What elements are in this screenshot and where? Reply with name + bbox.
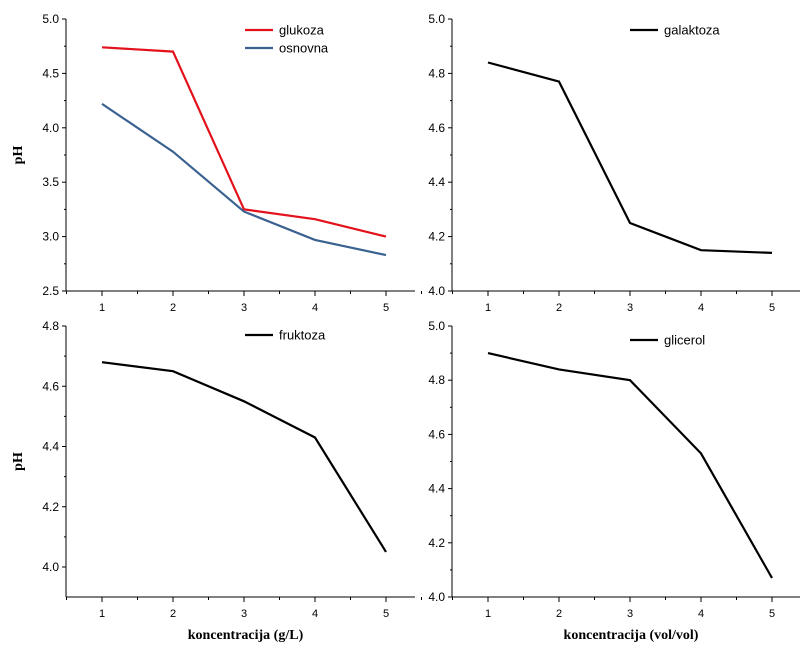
x-tick-label: 5 xyxy=(769,302,775,314)
x-tick-label: 1 xyxy=(485,608,491,620)
series-line-fruktoza xyxy=(101,361,387,553)
y-tick-label: 4.4 xyxy=(428,482,445,496)
x-tick-label: 4 xyxy=(312,302,318,314)
x-tick-label: 4 xyxy=(698,608,704,620)
y-tick-label: 4.8 xyxy=(428,66,445,80)
y-tick-label: 4.5 xyxy=(42,66,59,80)
y-tick-label: 3.0 xyxy=(42,230,59,244)
y-tick-label: 4.0 xyxy=(42,121,59,135)
x-tick-label: 1 xyxy=(99,608,105,620)
y-tick-label: 5.0 xyxy=(42,12,59,26)
chart-panel-1: 2.5 3.0 3.5 4.0 4.5 5.0 1 2 3 4 5 glukoza osnovna pH xyxy=(11,12,422,314)
x-tick-label: 4 xyxy=(698,302,704,314)
x-axis-title: koncentracija (g/L) xyxy=(188,628,304,643)
y-tick-label: 4.2 xyxy=(428,536,445,550)
chart-panel-4: 4.0 4.2 4.4 4.6 4.8 5.0 1 2 3 4 5 glicerol koncentra… xyxy=(428,319,800,643)
y-axis-title: pH xyxy=(11,146,26,165)
series-line-glicerol xyxy=(487,352,773,579)
x-tick-label: 3 xyxy=(627,608,633,620)
x-tick-label: 4 xyxy=(312,608,318,620)
y-tick-label: 4.4 xyxy=(42,440,59,454)
y-tick-label: 5.0 xyxy=(428,12,445,26)
y-tick-label: 2.5 xyxy=(42,284,59,298)
chart-panel-3: 4.0 4.2 4.4 4.6 4.8 1 2 3 4 5 fruktoza pH koncentrac… xyxy=(11,319,422,643)
x-tick-label: 2 xyxy=(170,608,176,620)
y-tick-label: 4.0 xyxy=(42,560,59,574)
y-tick-label: 4.6 xyxy=(428,427,445,441)
x-tick-label: 3 xyxy=(627,302,633,314)
y-tick-label: 4.0 xyxy=(428,284,445,298)
x-tick-label: 1 xyxy=(99,302,105,314)
chart-panel-2: 4.0 4.2 4.4 4.6 4.8 5.0 1 2 3 4 5 galaktoza xyxy=(428,12,800,314)
y-tick-label: 4.2 xyxy=(428,230,445,244)
y-tick-label: 3.5 xyxy=(42,175,59,189)
x-tick-label: 5 xyxy=(769,608,775,620)
y-tick-label: 4.2 xyxy=(42,500,59,514)
series-line-glukoza xyxy=(101,46,387,238)
legend-label: glicerol xyxy=(664,333,705,348)
y-tick-label: 4.8 xyxy=(42,319,59,333)
legend-label: fruktoza xyxy=(279,328,326,343)
y-tick-label: 4.8 xyxy=(428,373,445,387)
x-tick-label: 3 xyxy=(241,608,247,620)
x-tick-label: 3 xyxy=(241,302,247,314)
x-tick-label: 2 xyxy=(170,302,176,314)
y-tick-label: 5.0 xyxy=(428,319,445,333)
y-axis-title: pH xyxy=(11,452,26,471)
y-tick-label: 4.4 xyxy=(428,175,445,189)
x-tick-label: 2 xyxy=(556,302,562,314)
legend-label: galaktoza xyxy=(664,23,720,38)
legend-label: glukoza xyxy=(279,23,325,38)
x-tick-label: 1 xyxy=(485,302,491,314)
x-tick-label: 5 xyxy=(383,302,389,314)
y-tick-label: 4.6 xyxy=(428,121,445,135)
legend-label: osnovna xyxy=(279,41,329,56)
series-line-galaktoza xyxy=(487,61,773,254)
x-axis-title: koncentracija (vol/vol) xyxy=(564,628,699,643)
series-line-osnovna xyxy=(101,102,387,257)
y-tick-label: 4.0 xyxy=(428,590,445,604)
x-tick-label: 2 xyxy=(556,608,562,620)
x-tick-label: 5 xyxy=(383,608,389,620)
y-tick-label: 4.6 xyxy=(42,379,59,393)
